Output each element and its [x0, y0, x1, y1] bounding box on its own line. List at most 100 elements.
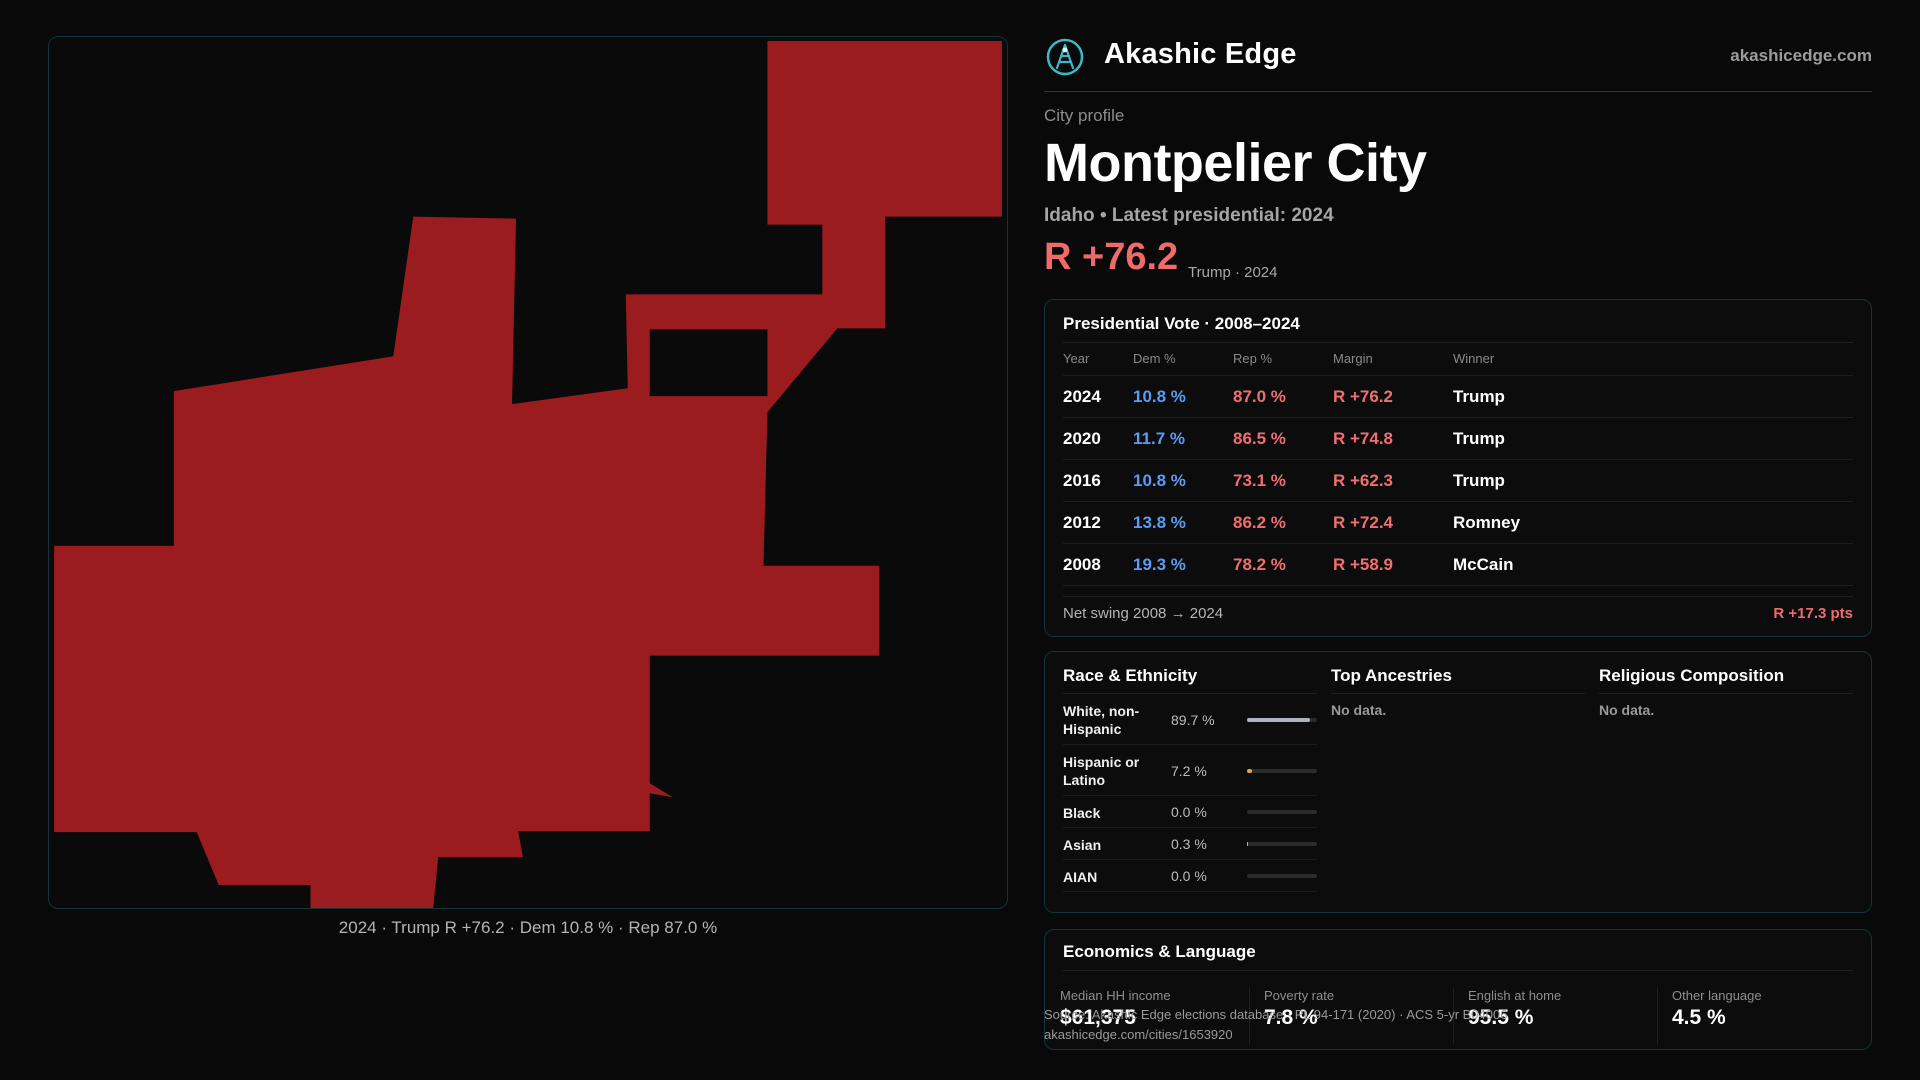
dem-cell: 11.7 % — [1133, 429, 1185, 448]
vote-card-title: Presidential Vote · 2008–2024 — [1063, 314, 1300, 333]
net-swing-value: R +17.3 pts — [1773, 605, 1853, 622]
rep-cell: 78.2 % — [1233, 555, 1286, 574]
race-label: Black — [1063, 805, 1101, 821]
divider — [1063, 342, 1853, 343]
race-list: White, non-Hispanic 89.7 % Hispanic or Lat… — [1063, 694, 1317, 892]
stat-value: $61,375 — [1060, 1006, 1136, 1029]
winner-cell: Trump — [1453, 429, 1505, 448]
race-ethnicity-section: Race & Ethnicity White, non-Hispanic 89.7… — [1063, 666, 1317, 892]
stat-value: 7.8 % — [1264, 1006, 1318, 1029]
divider — [1063, 970, 1853, 971]
stat-value: 4.5 % — [1672, 1006, 1726, 1029]
stat-label: Other language — [1672, 988, 1762, 1003]
margin-cell: R +58.9 — [1333, 555, 1394, 574]
margin-cell: R +62.3 — [1333, 471, 1394, 490]
winner-cell: McCain — [1453, 555, 1514, 574]
stat-label: Poverty rate — [1264, 988, 1335, 1003]
year-cell: 2020 — [1063, 429, 1101, 448]
winner-cell: Trump — [1453, 387, 1505, 406]
race-value: 0.0 % — [1171, 868, 1207, 884]
table-row: 2012 13.8 % 86.2 % R +72.4 Romney — [1063, 502, 1853, 544]
presidential-vote-card: Presidential Vote · 2008–2024 Year Dem %… — [1044, 299, 1872, 637]
year-cell: 2016 — [1063, 471, 1101, 490]
rep-cell: 86.5 % — [1233, 429, 1286, 448]
year-cell: 2012 — [1063, 513, 1101, 532]
rep-cell: 86.2 % — [1233, 513, 1286, 532]
page-eyebrow: City profile — [1044, 106, 1125, 125]
site-header: Akashic Edge akashicedge.com — [1044, 34, 1872, 92]
table-row: 2016 10.8 % 73.1 % R +62.3 Trump — [1063, 460, 1853, 502]
race-row: Black 0.0 % — [1063, 796, 1317, 828]
margin-cell: R +72.4 — [1333, 513, 1394, 532]
year-cell: 2024 — [1063, 387, 1101, 406]
source-footnote: Source: Akashic Edge elections database … — [1044, 1005, 1507, 1045]
year-cell: 2008 — [1063, 555, 1101, 574]
race-label: White, non-Hispanic — [1063, 703, 1140, 737]
stat-other-language: Other language 4.5 % — [1657, 988, 1847, 1044]
dem-cell: 13.8 % — [1133, 513, 1186, 532]
race-value: 7.2 % — [1171, 762, 1207, 779]
religion-section-title: Religious Composition — [1599, 666, 1853, 694]
race-value: 89.7 % — [1171, 711, 1215, 728]
ancestries-empty-text: No data. — [1331, 702, 1387, 718]
race-label: Hispanic or Latino — [1063, 754, 1140, 788]
column-header-rep: Rep % — [1233, 351, 1273, 366]
profile-panel: Akashic Edge akashicedge.com City profil… — [1044, 0, 1872, 1080]
race-bar-fill — [1247, 768, 1253, 773]
vote-table-header: Year Dem % Rep % Margin Winner — [1063, 342, 1853, 376]
religion-empty-text: No data. — [1599, 702, 1655, 718]
race-row: AIAN 0.0 % — [1063, 860, 1317, 892]
compass-peak-icon[interactable] — [1046, 38, 1084, 76]
stat-label: English at home — [1468, 988, 1562, 1003]
race-row: Hispanic or Latino 7.2 % — [1063, 745, 1317, 796]
net-swing-row: Net swing 2008 → 2024 R +17.3 pts — [1063, 596, 1853, 626]
religion-section: Religious Composition No data. — [1599, 666, 1853, 718]
race-label: Asian — [1063, 837, 1102, 853]
page-subtitle: Idaho • Latest presidential: 2024 — [1044, 205, 1334, 226]
net-swing-label: Net swing 2008 → 2024 — [1063, 605, 1224, 622]
rep-cell: 87.0 % — [1233, 387, 1286, 406]
ancestries-section: Top Ancestries No data. — [1331, 666, 1585, 718]
brand-name[interactable]: Akashic Edge — [1104, 38, 1297, 70]
city-boundary-shape — [54, 40, 1002, 908]
winner-cell: Trump — [1453, 471, 1505, 490]
city-boundary-svg — [54, 40, 1002, 908]
column-header-year: Year — [1063, 351, 1090, 366]
stat-poverty-rate: Poverty rate 7.8 % — [1249, 988, 1439, 1044]
stat-label: Median HH income — [1060, 988, 1171, 1003]
margin-cell: R +74.8 — [1333, 429, 1394, 448]
race-bar-track — [1247, 810, 1317, 814]
stat-english-at-home: English at home 95.5 % — [1453, 988, 1643, 1044]
economics-card: Economics & Language Median HH income $6… — [1044, 929, 1872, 1050]
ancestries-section-title: Top Ancestries — [1331, 666, 1585, 694]
table-row: 2024 10.8 % 87.0 % R +76.2 Trump — [1063, 376, 1853, 418]
stat-median-income: Median HH income $61,375 — [1046, 988, 1236, 1044]
race-bar-fill — [1247, 717, 1310, 722]
race-bar-track — [1247, 768, 1317, 773]
dem-cell: 10.8 % — [1133, 471, 1186, 490]
winner-cell: Romney — [1453, 513, 1521, 532]
race-row: White, non-Hispanic 89.7 % — [1063, 694, 1317, 745]
table-row: 2008 19.3 % 78.2 % R +58.9 McCain — [1063, 544, 1853, 586]
column-header-winner: Winner — [1453, 351, 1495, 366]
source-text: Source: Akashic Edge elections database … — [1044, 1007, 1508, 1022]
brand-url-link[interactable]: akashicedge.com — [1730, 46, 1872, 65]
stat-value: 95.5 % — [1468, 1006, 1534, 1029]
table-row: 2020 11.7 % 86.5 % R +74.8 Trump — [1063, 418, 1853, 460]
headline-note: Trump · 2024 — [1188, 264, 1278, 281]
dem-cell: 19.3 % — [1133, 555, 1186, 574]
economics-card-title: Economics & Language — [1063, 942, 1256, 961]
vote-table: Year Dem % Rep % Margin Winner 2024 10.8… — [1063, 342, 1853, 586]
headline-margin: R +76.2 — [1044, 236, 1179, 278]
race-value: 0.3 % — [1171, 836, 1207, 852]
race-bar-track — [1247, 717, 1317, 722]
profile-url-link[interactable]: akashicedge.com/cities/1653920 — [1044, 1027, 1233, 1042]
column-header-dem: Dem % — [1133, 351, 1176, 366]
race-row: Asian 0.3 % — [1063, 828, 1317, 860]
dem-cell: 10.8 % — [1133, 387, 1186, 406]
race-section-title: Race & Ethnicity — [1063, 666, 1317, 694]
rep-cell: 73.1 % — [1233, 471, 1286, 490]
column-header-margin: Margin — [1333, 351, 1373, 366]
race-label: AIAN — [1063, 869, 1098, 885]
city-boundary-map[interactable] — [48, 36, 1008, 909]
